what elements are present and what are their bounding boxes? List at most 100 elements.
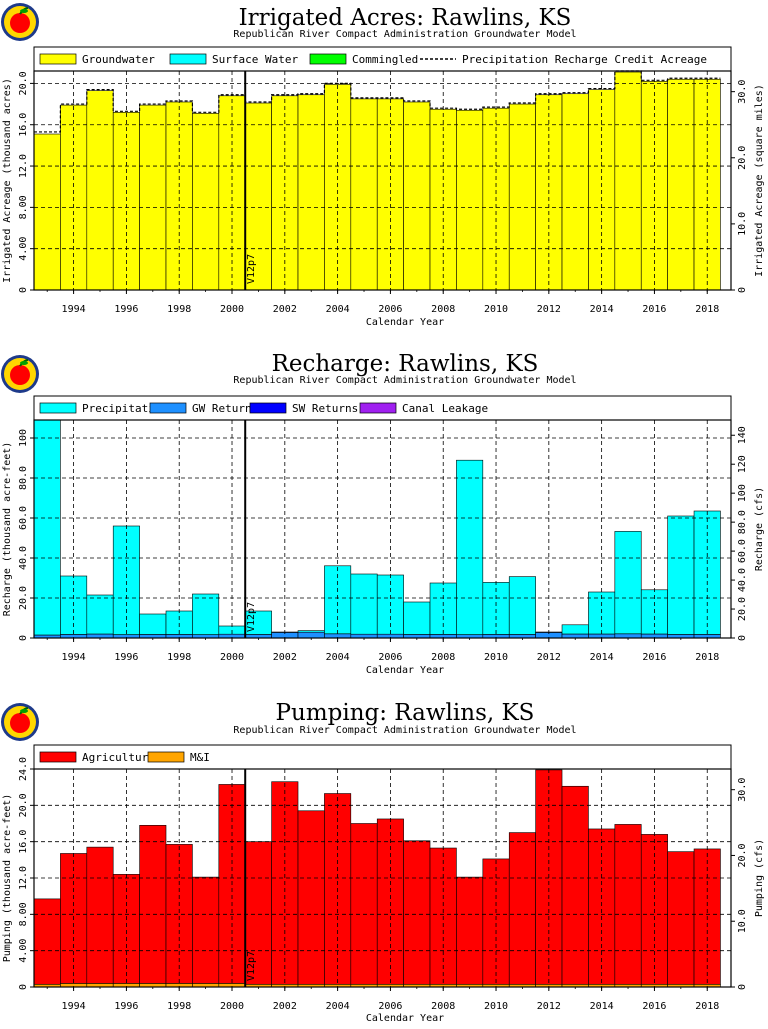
bar-agricultural-1993 xyxy=(34,899,60,984)
y-tick-label: 16.0 xyxy=(18,113,29,137)
x-tick-label: 1994 xyxy=(62,304,86,315)
bar-agricultural-2017 xyxy=(668,852,694,985)
x-tick-label: 1994 xyxy=(62,1001,86,1012)
legend-label-1: Surface Water xyxy=(212,53,298,66)
bar-precipitation-1993 xyxy=(34,420,60,635)
bar-agricultural-1995 xyxy=(87,847,113,983)
bar-agricultural-2003 xyxy=(298,811,324,984)
x-tick-label: 1996 xyxy=(114,304,138,315)
legend-swatch-3 xyxy=(360,403,396,413)
bar-groundwater-2013 xyxy=(562,94,588,290)
x-tick-label: 1996 xyxy=(114,1001,138,1012)
x-tick-label: 2012 xyxy=(537,652,561,663)
y-right-tick-label: 0 xyxy=(737,287,748,293)
legend-label-0: Groundwater xyxy=(82,53,155,66)
x-tick-label: 1998 xyxy=(167,1001,191,1012)
bar-agricultural-2007 xyxy=(404,841,430,985)
y-right-tick-label: 120 xyxy=(737,455,748,473)
x-tick-label: 1998 xyxy=(167,304,191,315)
x-tick-label: 2018 xyxy=(695,652,719,663)
bar-agricultural-2009 xyxy=(456,877,482,984)
y-right-tick-label: 140 xyxy=(737,426,748,444)
x-tick-label: 2002 xyxy=(273,652,297,663)
x-axis-label: Calendar Year xyxy=(366,317,444,328)
y-tick-label: 40.0 xyxy=(18,546,29,570)
y-right-tick-label: 30.0 xyxy=(737,80,748,104)
y-right-tick-label: 20.0 xyxy=(737,597,748,621)
bar-groundwater-1993 xyxy=(34,134,60,290)
y-tick-label: 12.0 xyxy=(18,866,29,890)
x-tick-label: 2016 xyxy=(642,1001,666,1012)
y-tick-label: 0 xyxy=(18,984,29,990)
y-axis-label: Pumping (thousand acre-feet) xyxy=(2,794,13,963)
version-marker-label: V12p7 xyxy=(246,951,257,981)
y-right-tick-label: 0 xyxy=(737,984,748,990)
y-tick-label: 60.0 xyxy=(18,506,29,530)
x-tick-label: 2006 xyxy=(378,1001,402,1012)
y-right-tick-label: 80.0 xyxy=(737,510,748,534)
y-right-axis-label: Pumping (cfs) xyxy=(754,839,765,917)
x-tick-label: 2002 xyxy=(273,1001,297,1012)
legend-label-2: SW Returns xyxy=(292,402,358,415)
bar-agricultural-1998 xyxy=(166,844,192,983)
legend-label-3: Precipitation Recharge Credit Acreage xyxy=(462,53,707,66)
bar-groundwater-2007 xyxy=(404,102,430,290)
x-tick-label: 2000 xyxy=(220,1001,244,1012)
bar-precipitation-2003 xyxy=(298,631,324,633)
y-tick-label: 8.00 xyxy=(18,195,29,219)
y-right-tick-label: 100 xyxy=(737,484,748,502)
y-tick-label: 4.00 xyxy=(18,237,29,261)
bar-agricultural-2005 xyxy=(351,824,377,985)
bar-precipitation-2009 xyxy=(456,460,482,634)
legend-label-3: Canal Leakage xyxy=(402,402,488,415)
y-right-tick-label: 60.0 xyxy=(737,539,748,563)
bar-groundwater-1995 xyxy=(87,91,113,290)
apple-logo-icon xyxy=(1,355,39,393)
bar-precipitation-2013 xyxy=(562,625,588,634)
bar-precipitation-2011 xyxy=(509,577,535,635)
x-tick-label: 2018 xyxy=(695,304,719,315)
bar-precipitation-2005 xyxy=(351,574,377,634)
x-tick-label: 2018 xyxy=(695,1001,719,1012)
x-tick-label: 2002 xyxy=(273,304,297,315)
x-tick-label: 2004 xyxy=(326,304,350,315)
x-tick-label: 2014 xyxy=(590,304,614,315)
apple-logo-icon xyxy=(1,3,39,41)
x-tick-label: 2016 xyxy=(642,304,666,315)
y-tick-label: 4.00 xyxy=(18,939,29,963)
bar-groundwater-2015 xyxy=(615,72,641,290)
version-marker-label: V12p7 xyxy=(246,602,257,632)
bar-precipitation-1997 xyxy=(140,614,166,634)
bar-agricultural-1999 xyxy=(192,877,218,983)
bar-agricultural-1997 xyxy=(140,825,166,983)
chart-title: Pumping: Rawlins, KS xyxy=(276,700,535,726)
legend-label-1: M&I xyxy=(190,751,210,764)
y-tick-label: 80.0 xyxy=(18,466,29,490)
x-tick-label: 2008 xyxy=(431,304,455,315)
y-tick-label: 8.00 xyxy=(18,902,29,926)
legend-swatch-1 xyxy=(150,403,186,413)
x-tick-label: 2010 xyxy=(484,1001,508,1012)
legend-swatch-0 xyxy=(40,752,76,762)
y-right-tick-label: 20.0 xyxy=(737,146,748,170)
legend-label-1: GW Returns xyxy=(192,402,258,415)
y-right-axis-label: Irrigated Acreage (square miles) xyxy=(754,84,765,277)
y-tick-label: 24.0 xyxy=(18,757,29,781)
y-tick-label: 12.0 xyxy=(18,154,29,178)
bar-precipitation-2018 xyxy=(694,511,720,634)
y-right-tick-label: 20.0 xyxy=(737,843,748,867)
chart-subtitle: Republican River Compact Administration … xyxy=(233,725,576,736)
legend-swatch-0 xyxy=(40,403,76,413)
x-axis-label: Calendar Year xyxy=(366,665,444,676)
chart-subtitle: Republican River Compact Administration … xyxy=(233,29,576,40)
bar-groundwater-2014 xyxy=(588,90,614,290)
bar-precipitation-1999 xyxy=(192,594,218,635)
x-tick-label: 1996 xyxy=(114,652,138,663)
y-right-axis-label: Recharge (cfs) xyxy=(754,487,765,571)
version-marker-label: V12p7 xyxy=(246,254,257,284)
